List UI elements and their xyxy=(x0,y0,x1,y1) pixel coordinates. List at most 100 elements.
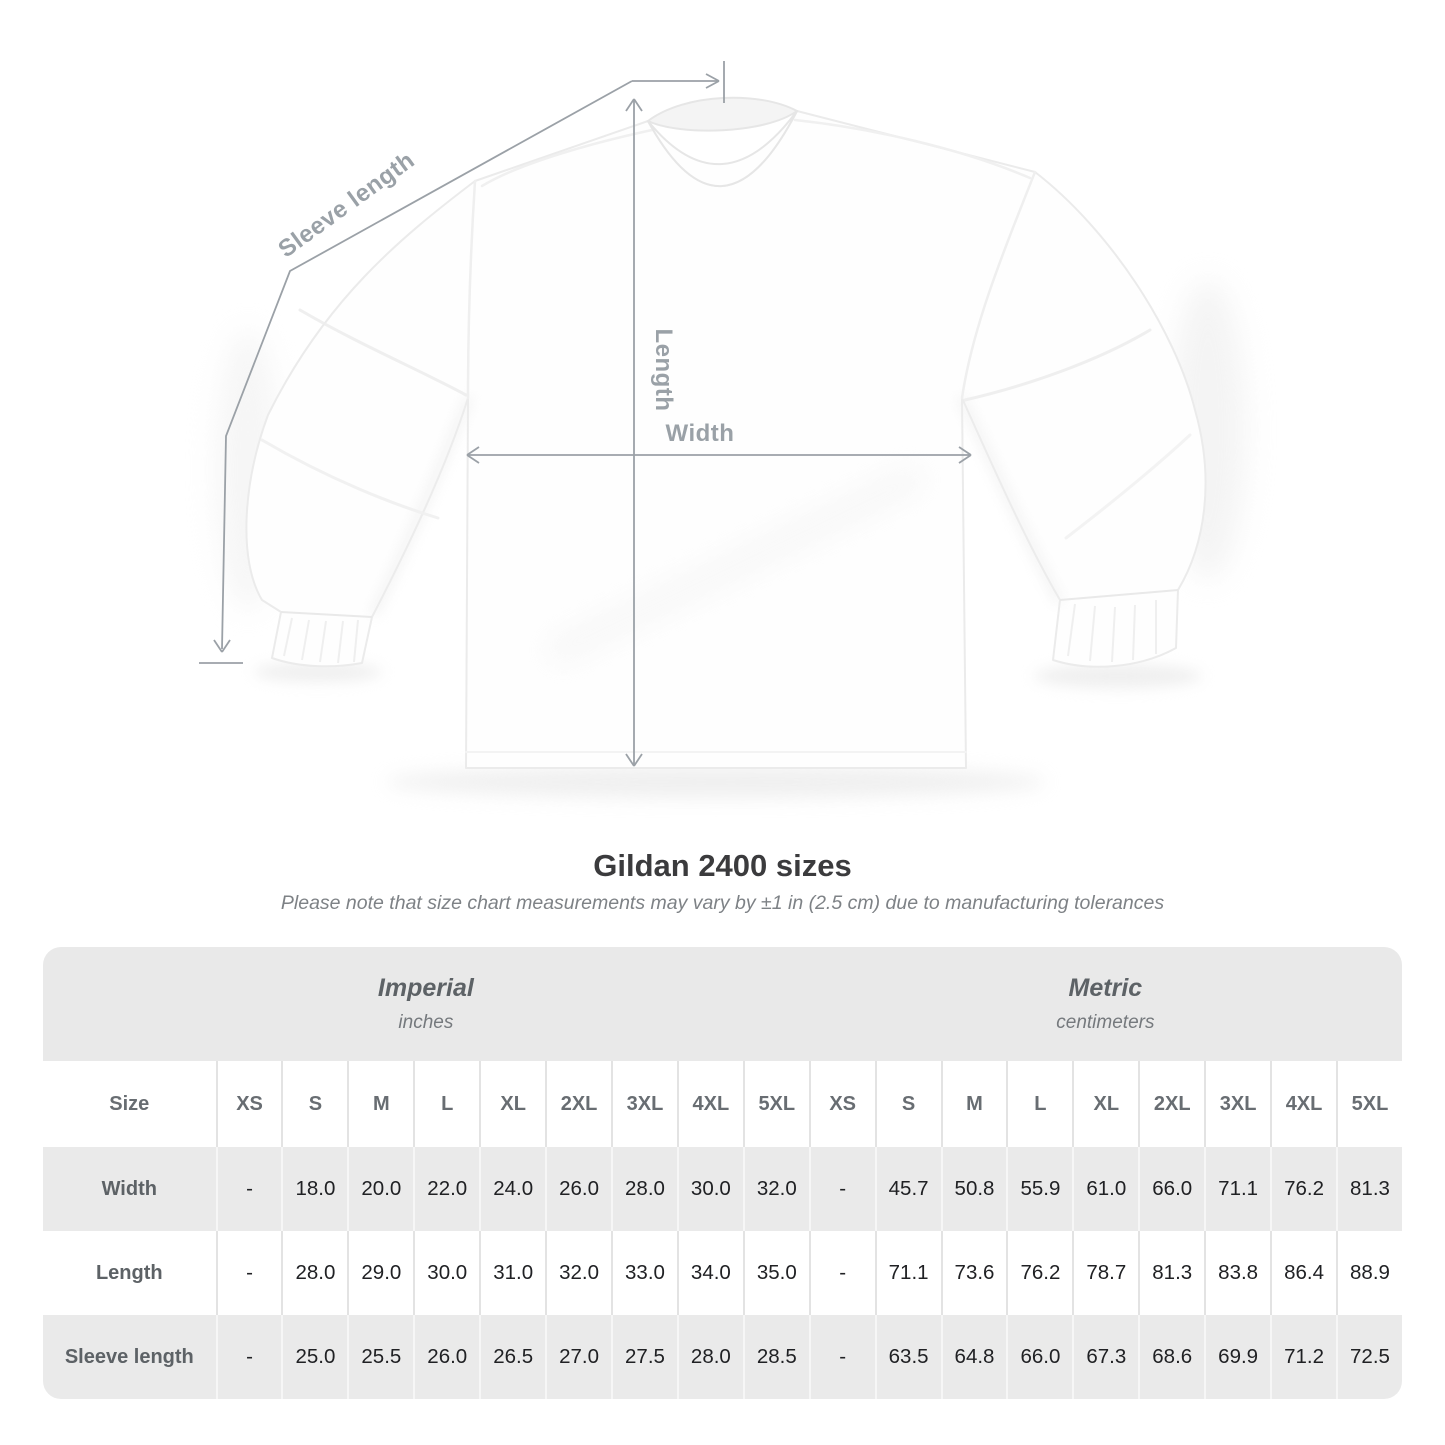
arrowhead-down xyxy=(213,639,231,653)
collar xyxy=(646,96,799,188)
row-label-sleeve-length: Sleeve length xyxy=(43,1315,216,1399)
cell-width-imperial: 30.0 xyxy=(676,1147,743,1231)
cell-width-metric: - xyxy=(808,1147,875,1231)
measurement-row-width: Width -18.0 20.0 22.0 24.0 26.0 28.0 30.0 32.0-4… xyxy=(43,1147,1402,1231)
tolerance-note: Please note that size chart measurements… xyxy=(280,892,1165,914)
cell-length-imperial: 28.0 xyxy=(281,1231,348,1315)
arrowhead-right xyxy=(958,446,972,464)
sleeve-length-annotation xyxy=(199,61,725,664)
cell-sleeve-length-imperial: 27.0 xyxy=(545,1315,612,1399)
cell-length-metric: 81.3 xyxy=(1138,1231,1205,1315)
cell-sleeve-length-metric: 67.3 xyxy=(1072,1315,1139,1399)
cell-length-imperial: - xyxy=(215,1231,282,1315)
cell-length-metric: 73.6 xyxy=(940,1231,1007,1315)
size-table-container: Imperial inches Metric centimeters Size XS S M L… xyxy=(43,947,1402,1399)
cell-sleeve-length-imperial: 28.5 xyxy=(742,1315,809,1399)
unit-group-label: Imperial xyxy=(377,974,474,1002)
cell-width-metric: 76.2 xyxy=(1270,1147,1336,1231)
measurement-row-length: Length -28.0 29.0 30.0 31.0 32.0 33.0 34.0 35.0-… xyxy=(43,1231,1402,1315)
cell-length-metric: 76.2 xyxy=(1006,1231,1073,1315)
cell-length-imperial: 32.0 xyxy=(545,1231,612,1315)
cell-sleeve-length-metric: 64.8 xyxy=(940,1315,1007,1399)
cell-sleeve-length-metric: - xyxy=(808,1315,875,1399)
arrowhead-down xyxy=(625,753,643,767)
right-cuff xyxy=(1059,589,1179,663)
cell-sleeve-length-metric: 69.9 xyxy=(1204,1315,1271,1399)
measurement-lines xyxy=(199,61,972,767)
cell-sleeve-length-imperial: 26.0 xyxy=(413,1315,480,1399)
size-header-row: Size XS S M L XL 2XL 3XL 4XL 5XL XS S M L XL 2XL 3XL 4XL 5… xyxy=(43,1061,1402,1147)
cell-width-metric: 45.7 xyxy=(874,1147,941,1231)
cell-length-imperial: 33.0 xyxy=(611,1231,677,1315)
page-title: Gildan 2400 sizes xyxy=(593,848,852,883)
size-col-header-imperial: 4XL xyxy=(676,1061,743,1147)
cell-width-metric: 66.0 xyxy=(1138,1147,1205,1231)
size-col-header-imperial: M xyxy=(347,1061,414,1147)
unit-group-row: Imperial inches Metric centimeters xyxy=(43,947,1402,1061)
row-label-width: Width xyxy=(43,1147,216,1231)
unit-group-label: Metric xyxy=(1068,974,1143,1002)
left-cuff xyxy=(280,611,373,664)
size-col-header-imperial: XL xyxy=(479,1061,546,1147)
cell-length-metric: 86.4 xyxy=(1270,1231,1336,1315)
cell-width-metric: 71.1 xyxy=(1204,1147,1271,1231)
size-col-header-imperial: L xyxy=(413,1061,480,1147)
size-col-header-metric: M xyxy=(940,1061,1007,1147)
unit-group-imperial: Imperial inches xyxy=(43,947,809,1061)
arrowhead-right xyxy=(705,73,720,89)
cell-width-imperial: - xyxy=(215,1147,282,1231)
cell-sleeve-length-metric: 72.5 xyxy=(1335,1315,1402,1399)
cell-sleeve-length-metric: 71.2 xyxy=(1270,1315,1336,1399)
cell-width-imperial: 28.0 xyxy=(611,1147,677,1231)
size-col-header-metric: XS xyxy=(808,1061,875,1147)
size-col-header-imperial: S xyxy=(281,1061,348,1147)
cell-width-metric: 55.9 xyxy=(1006,1147,1073,1231)
size-col-header-metric: XL xyxy=(1072,1061,1139,1147)
cell-sleeve-length-metric: 63.5 xyxy=(874,1315,941,1399)
cell-width-imperial: 22.0 xyxy=(413,1147,480,1231)
unit-group-metric: Metric centimeters xyxy=(808,947,1402,1061)
shirt-shading xyxy=(260,118,1192,753)
cell-sleeve-length-imperial: 26.5 xyxy=(479,1315,546,1399)
cell-sleeve-length-imperial: 28.0 xyxy=(676,1315,743,1399)
length-annotation xyxy=(625,98,643,767)
cell-width-imperial: 26.0 xyxy=(545,1147,612,1231)
cell-length-imperial: 30.0 xyxy=(413,1231,480,1315)
cell-length-imperial: 35.0 xyxy=(742,1231,809,1315)
cell-sleeve-length-metric: 66.0 xyxy=(1006,1315,1073,1399)
size-table: Imperial inches Metric centimeters Size XS S M L… xyxy=(43,947,1402,1399)
cell-length-metric: 78.7 xyxy=(1072,1231,1139,1315)
size-col-header-imperial: 5XL xyxy=(742,1061,809,1147)
cell-sleeve-length-imperial: - xyxy=(215,1315,282,1399)
size-col-header-metric: 5XL xyxy=(1335,1061,1402,1147)
cell-sleeve-length-imperial: 25.0 xyxy=(281,1315,348,1399)
cell-length-metric: 83.8 xyxy=(1204,1231,1271,1315)
size-col-header-metric: 3XL xyxy=(1204,1061,1271,1147)
unit-group-sublabel: inches xyxy=(398,1012,454,1033)
arrowhead-left xyxy=(466,446,480,464)
shirt-measurement-diagram: Sleeve length Length Width xyxy=(199,61,1246,798)
size-col-header-imperial: 3XL xyxy=(611,1061,677,1147)
shirt-diagram-svg: Sleeve length Length Width xyxy=(199,61,1246,798)
cell-length-metric: 88.9 xyxy=(1335,1231,1402,1315)
measurement-row-sleeve-length: Sleeve length -25.0 25.5 26.0 26.5 27.0 27.5 28… xyxy=(43,1315,1402,1399)
unit-group-sublabel: centimeters xyxy=(1056,1012,1155,1033)
cell-length-metric: - xyxy=(808,1231,875,1315)
cell-length-metric: 71.1 xyxy=(874,1231,941,1315)
size-col-header-metric: L xyxy=(1006,1061,1073,1147)
size-col-header-imperial: 2XL xyxy=(545,1061,612,1147)
cell-width-imperial: 24.0 xyxy=(479,1147,546,1231)
cell-width-imperial: 18.0 xyxy=(281,1147,348,1231)
cell-width-metric: 81.3 xyxy=(1335,1147,1402,1231)
size-col-header-metric: S xyxy=(874,1061,941,1147)
row-label-length: Length xyxy=(43,1231,216,1315)
cell-width-metric: 61.0 xyxy=(1072,1147,1139,1231)
cell-sleeve-length-metric: 68.6 xyxy=(1138,1315,1205,1399)
size-col-header-metric: 4XL xyxy=(1270,1061,1336,1147)
cell-sleeve-length-imperial: 27.5 xyxy=(611,1315,677,1399)
cell-width-imperial: 20.0 xyxy=(347,1147,414,1231)
cell-width-imperial: 32.0 xyxy=(742,1147,809,1231)
cell-length-imperial: 31.0 xyxy=(479,1231,546,1315)
cell-length-imperial: 29.0 xyxy=(347,1231,414,1315)
